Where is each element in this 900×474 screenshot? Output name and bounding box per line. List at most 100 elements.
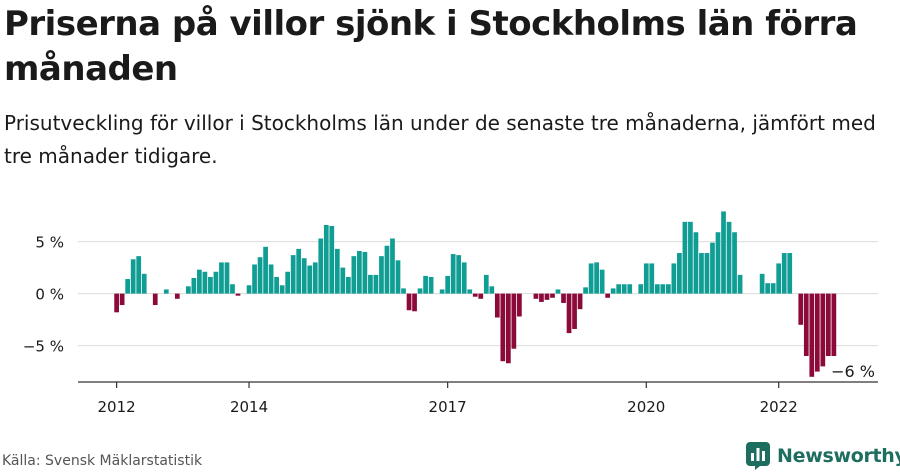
bar — [230, 284, 235, 294]
bar — [114, 293, 119, 313]
bar — [467, 289, 473, 294]
x-tick-label: 2012 — [98, 398, 136, 416]
bar — [130, 259, 136, 294]
annotations: −6 % — [830, 361, 877, 383]
bar — [616, 284, 622, 294]
bar — [803, 293, 809, 356]
bar — [561, 293, 566, 303]
bar — [638, 284, 644, 294]
annotation-label: −6 % — [831, 362, 875, 381]
bar — [489, 286, 495, 294]
source-note: Källa: Svensk Mäklarstatistik — [2, 453, 203, 469]
bar — [726, 221, 732, 294]
bar — [334, 248, 340, 294]
bar — [197, 269, 202, 294]
bar — [263, 246, 268, 294]
bar — [483, 274, 489, 294]
bar — [152, 293, 158, 306]
bar — [588, 263, 594, 294]
bar — [379, 256, 384, 294]
bar — [406, 293, 412, 311]
bar — [351, 256, 357, 294]
bar — [665, 284, 671, 294]
bar — [279, 285, 285, 294]
bar — [285, 271, 291, 294]
x-tick-label: 2022 — [760, 398, 798, 416]
bar — [517, 293, 522, 317]
bar — [825, 293, 831, 356]
x-tick-label: 2017 — [429, 398, 467, 416]
bar — [357, 250, 362, 294]
bar — [660, 284, 666, 294]
bar — [737, 274, 743, 294]
bar — [450, 254, 456, 294]
bar — [401, 288, 406, 294]
bar — [583, 287, 588, 294]
bar — [428, 276, 434, 294]
bar — [191, 278, 197, 294]
bar — [610, 288, 616, 294]
bar — [163, 289, 169, 294]
bar — [461, 262, 467, 294]
bar — [693, 232, 699, 294]
bar — [312, 262, 318, 294]
bar — [721, 211, 726, 294]
bar — [202, 271, 208, 294]
bar — [643, 263, 649, 294]
bar — [544, 293, 550, 300]
bar — [682, 221, 688, 294]
bar — [572, 293, 577, 329]
bar — [423, 275, 428, 294]
bar — [599, 269, 605, 294]
bar — [373, 274, 379, 294]
bar — [301, 258, 307, 294]
bar — [671, 263, 677, 294]
bar — [219, 262, 224, 294]
bar — [208, 276, 213, 294]
bar — [268, 264, 274, 294]
chart-subtitle: Prisutveckling för villor i Stockholms l… — [4, 111, 876, 168]
bar — [621, 284, 627, 294]
bar — [125, 279, 131, 294]
bar — [235, 293, 241, 296]
bar — [362, 252, 368, 294]
bars — [114, 211, 837, 377]
grid-lines — [78, 241, 878, 347]
bar — [820, 293, 826, 367]
bar — [704, 253, 710, 294]
bar — [566, 293, 572, 334]
bar — [323, 224, 329, 294]
bar — [688, 221, 693, 294]
bar — [136, 256, 142, 294]
bar — [274, 276, 279, 294]
bar — [831, 293, 837, 356]
bar — [494, 293, 500, 318]
bar — [776, 263, 782, 294]
y-tick-label: 0 % — [35, 286, 64, 304]
x-tick-label: 2014 — [230, 398, 268, 416]
bar — [456, 255, 462, 294]
x-tick-label: 2020 — [627, 398, 665, 416]
brand[interactable]: Newsworthy — [746, 442, 900, 470]
bar — [781, 253, 787, 294]
bar — [445, 275, 451, 294]
bar — [715, 232, 721, 294]
bar — [384, 245, 390, 294]
bar — [577, 293, 583, 310]
bar — [390, 238, 395, 294]
bar — [605, 293, 611, 298]
bar — [472, 293, 478, 297]
newsworthy-logo-icon — [746, 442, 770, 470]
bar — [759, 273, 765, 294]
bar — [677, 253, 682, 294]
bar — [765, 283, 771, 294]
bar — [699, 253, 704, 294]
brand-name: Newsworthy — [777, 445, 900, 467]
y-axis-labels: 5 % 0 % −5 % — [23, 234, 64, 356]
bar — [119, 293, 125, 306]
bar — [246, 285, 252, 294]
bar — [257, 257, 263, 294]
bar — [290, 255, 296, 294]
bar — [505, 293, 511, 364]
